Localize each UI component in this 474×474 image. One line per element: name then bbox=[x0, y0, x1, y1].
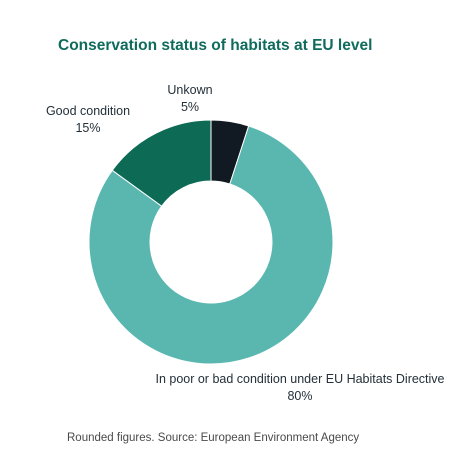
slice-label-poor-condition: In poor or bad condition under EU Habita… bbox=[150, 371, 450, 405]
slice-label-good-condition: Good condition 15% bbox=[28, 103, 148, 137]
slice-label-good-condition-name: Good condition bbox=[45, 104, 131, 118]
source-footnote: Rounded figures. Source: European Enviro… bbox=[67, 432, 360, 444]
slice-label-poor-condition-name: In poor or bad condition under EU Habita… bbox=[155, 372, 445, 386]
slice-label-unknown: Unkown 5% bbox=[150, 82, 230, 116]
slice-label-unknown-name: Unkown bbox=[167, 83, 213, 97]
slice-label-unknown-value: 5% bbox=[180, 100, 200, 114]
donut-slice-good-condition bbox=[111, 119, 212, 207]
donut-slice-in-poor-or-bad-condition-under-eu-habitats-directive bbox=[88, 125, 334, 365]
slice-label-poor-condition-value: 80% bbox=[287, 389, 313, 403]
slice-label-good-condition-value: 15% bbox=[75, 121, 101, 135]
chart-title: Conservation status of habitats at EU le… bbox=[58, 37, 373, 54]
